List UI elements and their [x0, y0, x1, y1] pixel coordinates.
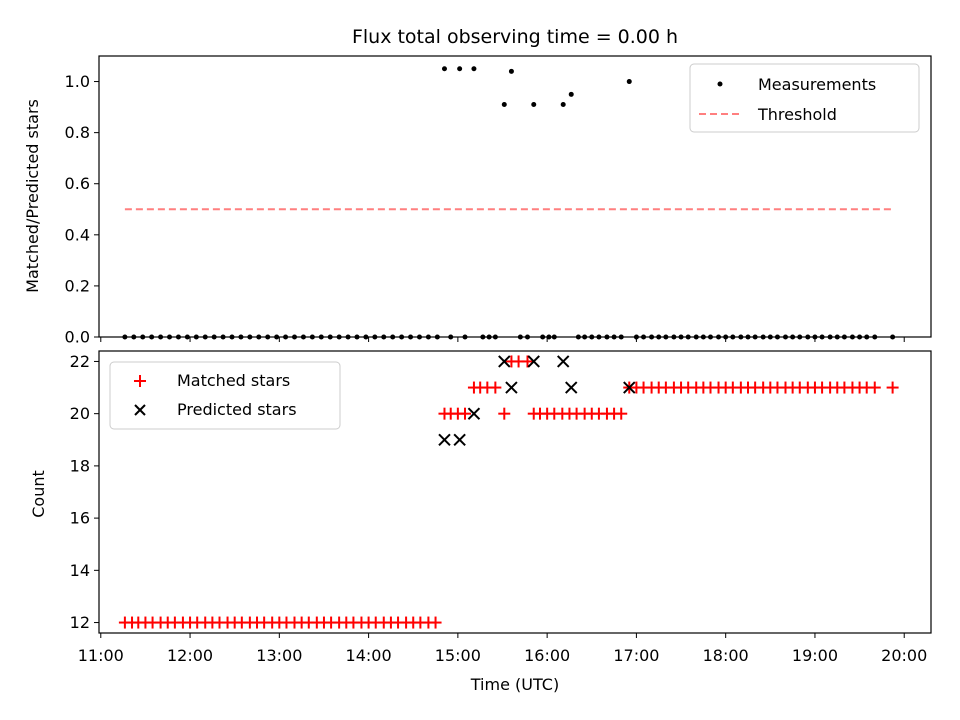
predicted-star-point: [505, 381, 518, 394]
x-tick-label: 17:00: [613, 646, 659, 665]
top-y-tick-label: 0.0: [65, 328, 90, 347]
legend-predicted-label: Predicted stars: [177, 400, 297, 419]
chart-title: Flux total observing time = 0.00 h: [352, 26, 678, 48]
bottom-y-ticks: 12 14 16 18 20 22: [70, 352, 99, 632]
bottom-legend: Matched stars Predicted stars: [109, 361, 341, 430]
matched-star-point: [521, 355, 534, 368]
x-tick-label: 15:00: [435, 646, 481, 665]
measurement-point: [560, 102, 566, 108]
bottom-plot-marks: [118, 355, 899, 629]
top-y-tick-label: 1.0: [65, 72, 90, 91]
top-plot-frame: [98, 55, 932, 338]
bottom-y-tick-label: 18: [70, 456, 90, 475]
bottom-y-tick-label: 12: [70, 613, 90, 632]
legend-measurements-label: Measurements: [758, 75, 876, 94]
measurement-point: [501, 102, 507, 108]
predicted-star-stroke-b: [453, 433, 466, 446]
x-tick-label: 14:00: [346, 646, 392, 665]
measurement-point: [508, 68, 514, 74]
predicted-star-stroke-b: [467, 407, 481, 420]
measurement-point: [568, 91, 574, 97]
top-y-ticks: 0.0 0.2 0.4 0.6 0.8 1.0: [65, 72, 99, 347]
top-y-tick-label: 0.4: [65, 225, 90, 244]
predicted-star-point: [467, 407, 481, 420]
x-tick-label: 13:00: [256, 646, 302, 665]
measurement-point: [471, 66, 477, 72]
bottom-y-tick-label: 16: [70, 509, 90, 528]
x-tick-label: 20:00: [881, 646, 927, 665]
predicted-star-point: [453, 433, 466, 446]
legend-predicted-marker: [134, 404, 146, 416]
predicted-star-stroke-b: [505, 381, 518, 394]
top-y-tick-label: 0.6: [65, 174, 90, 193]
x-tick-label: 18:00: [703, 646, 749, 665]
legend-matched-label: Matched stars: [177, 371, 290, 390]
matched-star-point: [615, 407, 628, 420]
x-tick-label: 12:00: [167, 646, 213, 665]
predicted-star-stroke-b: [565, 381, 578, 394]
top-legend: Measurements Threshold: [689, 63, 920, 133]
predicted-star-point: [623, 381, 636, 394]
measurement-point: [626, 79, 632, 85]
x-axis-label: Time (UTC): [470, 675, 559, 694]
predicted-star-stroke-b: [623, 381, 636, 394]
top-legend-box: [689, 63, 920, 133]
measurement-point: [457, 66, 463, 72]
bottom-x-ticks: 11:00 12:00 13:00 14:00 15:00 16:00 17:00 18:00…: [78, 633, 927, 665]
matched-star-point: [886, 381, 899, 394]
predicted-star-point: [498, 355, 511, 368]
top-y-tick-label: 0.2: [65, 276, 90, 295]
legend-measurements-marker: [717, 81, 723, 87]
legend-matched-marker: [134, 375, 146, 387]
bottom-y-axis-label: Count: [29, 470, 48, 518]
x-tick-label: 16:00: [524, 646, 570, 665]
matched-star-point: [868, 381, 881, 394]
matched-star-point: [459, 407, 472, 420]
matched-star-point: [429, 616, 442, 629]
x-tick-label: 11:00: [78, 646, 124, 665]
top-y-tick-label: 0.8: [65, 123, 90, 142]
predicted-star-point: [527, 355, 540, 368]
predicted-star-stroke-b: [438, 433, 451, 446]
predicted-star-stroke-b: [527, 355, 540, 368]
bottom-y-tick-label: 20: [70, 404, 90, 423]
bottom-y-tick-label: 22: [70, 352, 90, 371]
bottom-plot-frame: [98, 350, 932, 634]
predicted-star-point: [438, 433, 451, 446]
predicted-star-point: [556, 355, 570, 368]
top-y-axis-label: Matched/Predicted stars: [23, 99, 42, 293]
predicted-star-point: [565, 381, 578, 394]
predicted-star-stroke-b: [498, 355, 511, 368]
measurement-point: [441, 66, 447, 72]
x-tick-label: 19:00: [792, 646, 838, 665]
bottom-y-tick-label: 14: [70, 561, 90, 580]
predicted-star-stroke-b: [556, 355, 570, 368]
matched-star-point: [489, 381, 502, 394]
matched-star-point: [498, 407, 511, 420]
bottom-legend-box: [109, 361, 341, 430]
legend-threshold-label: Threshold: [757, 105, 837, 124]
measurement-point: [531, 102, 537, 108]
